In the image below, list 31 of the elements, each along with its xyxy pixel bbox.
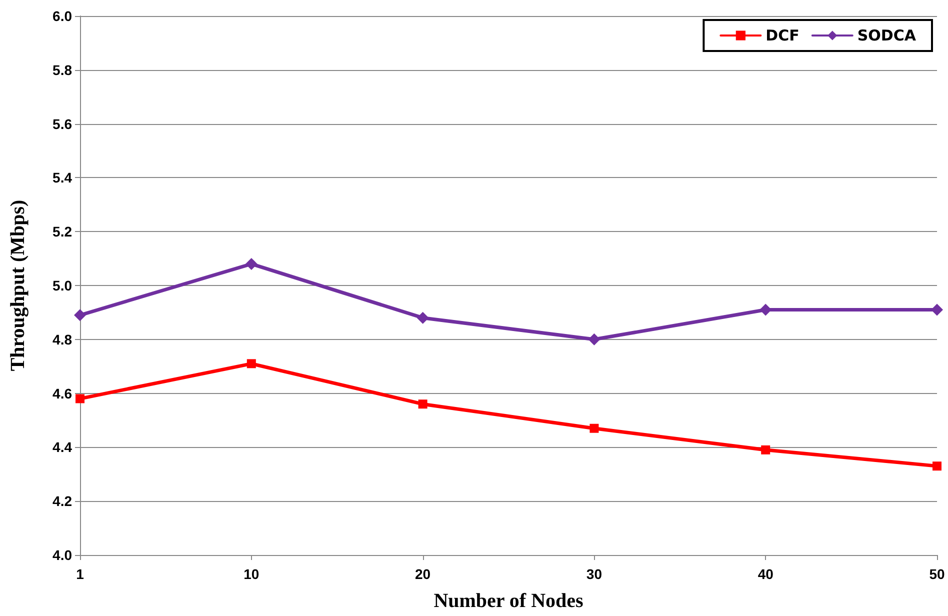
x-axis-title: Number of Nodes [434,590,584,612]
point [932,462,942,471]
x-tick-label: 1 [76,566,84,582]
x-tick-label: 40 [758,566,774,582]
y-tick-label: 5.6 [52,116,72,132]
point [416,312,429,324]
point [245,258,258,270]
point [246,359,256,368]
y-tick-label: 5.8 [52,62,72,78]
x-tick-label: 20 [415,566,431,582]
y-tick-label: 6.0 [52,8,72,24]
y-tick-label: 4.8 [52,331,72,348]
y-tick-label: 5.0 [52,278,72,294]
y-tick-label: 4.6 [52,385,72,402]
point [590,424,599,433]
y-tick-label: 4.2 [52,493,72,510]
y-tick-label: 5.4 [52,170,72,186]
x-tick-label: 50 [929,566,945,582]
point [761,445,770,454]
legend-label: SODCA [857,26,916,44]
point [588,333,600,346]
point [74,309,86,322]
y-tick-label: 4.4 [52,439,72,456]
point [418,400,428,409]
y-tick-label: 5.2 [52,224,72,240]
point [931,304,943,316]
x-tick-label: 10 [244,566,260,582]
y-tick-label: 4.0 [52,547,72,563]
y-axis-title: Throughput (Mbps) [7,200,29,372]
legend-label: DCF [766,26,800,44]
x-tick-label: 30 [586,566,602,582]
